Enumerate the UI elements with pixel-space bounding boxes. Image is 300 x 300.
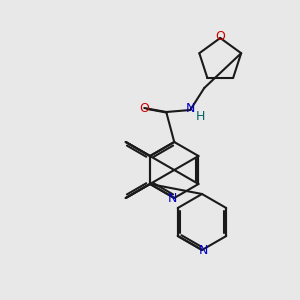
Text: N: N: [168, 193, 177, 206]
Text: O: O: [139, 101, 149, 115]
Text: O: O: [215, 31, 225, 44]
Text: N: N: [198, 244, 208, 257]
Text: N: N: [186, 103, 195, 116]
Text: H: H: [196, 110, 205, 122]
